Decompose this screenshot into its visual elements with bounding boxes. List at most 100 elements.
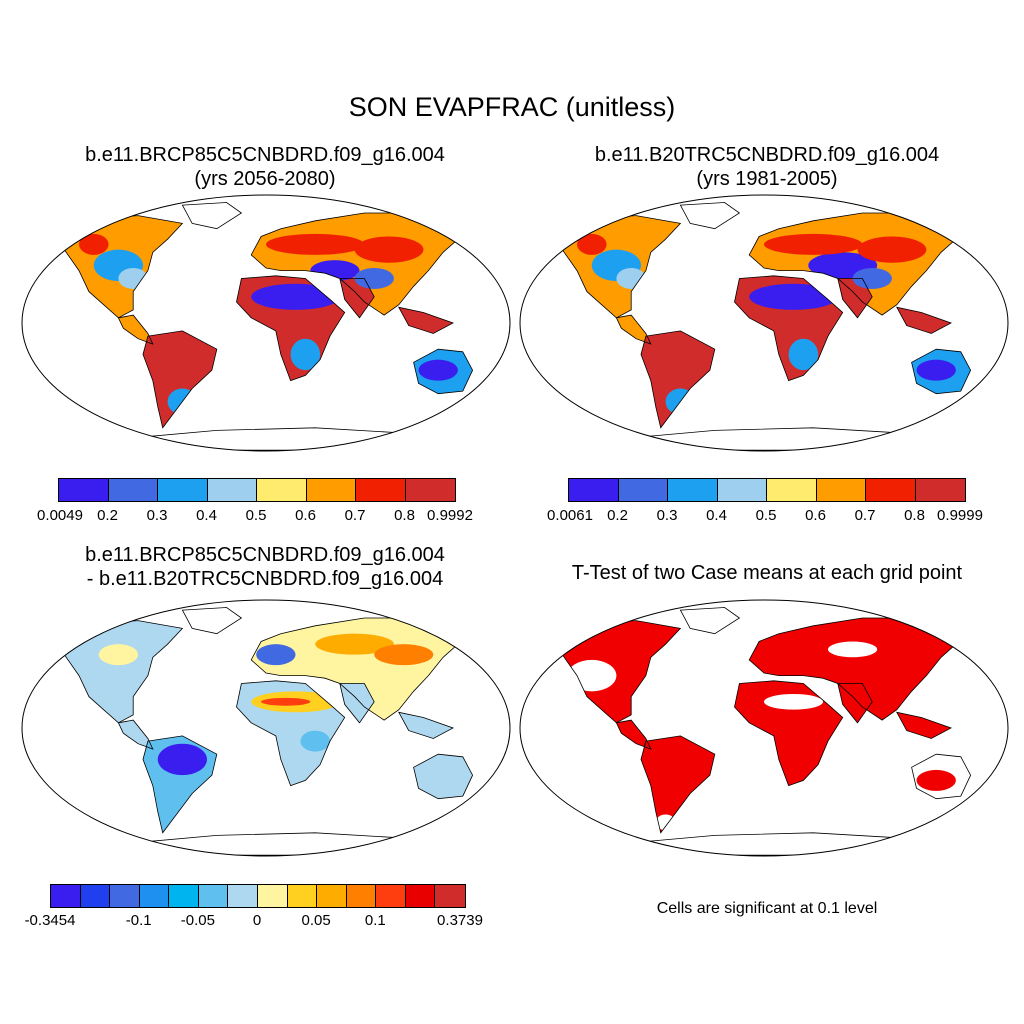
coastline-centralAmerica [615, 314, 652, 345]
coastline-eurasia [748, 212, 977, 316]
land-field-patch [764, 693, 824, 710]
colorbar-label: 0.3 [146, 507, 168, 524]
colorbar-box [618, 479, 668, 501]
land-detail [577, 233, 956, 415]
colorbar-bottom-left [50, 884, 466, 908]
colorbar-label: -0.3454 [24, 912, 76, 929]
colorbar-label: 0.7 [854, 507, 876, 524]
land-field-patch [152, 775, 183, 797]
colorbar-label: 0.8 [394, 507, 415, 524]
colorbar-box [207, 479, 257, 501]
colorbar-box [59, 479, 109, 501]
land-field-patch [788, 338, 819, 371]
map-content [561, 202, 977, 451]
land-field-patch [300, 730, 330, 752]
map-border [519, 194, 1009, 452]
colorbar-label: 0.2 [607, 507, 628, 524]
land-field-patch [827, 641, 878, 658]
colorbar-label: 0.8 [904, 507, 925, 524]
land-field-patch [764, 233, 863, 255]
panel-title-line1: b.e11.B20TRC5CNBDRD.f09_g16.004 [594, 144, 940, 166]
colorbar-label: 0.6 [805, 507, 826, 524]
land-seAsia [896, 307, 951, 334]
colorbar-box [317, 885, 347, 907]
coastline-seAsia [896, 711, 952, 739]
colorbar-box [816, 479, 866, 501]
colorbar-box [866, 479, 916, 501]
land-seAsia [398, 307, 453, 334]
land-field-patch [256, 644, 296, 666]
colorbar-box [717, 479, 767, 501]
map-difference-evapfrac [21, 599, 511, 857]
land-field-patch [118, 267, 148, 289]
coastline-india [339, 683, 375, 724]
colorbar-box [51, 885, 81, 907]
colorbar-label: 0.0049 [37, 507, 83, 524]
coastline-eurasia [748, 617, 977, 721]
coastline-australia [911, 348, 972, 395]
colorbar-box [80, 885, 111, 907]
land-detail [79, 233, 458, 415]
coastline-seAsia [896, 306, 952, 334]
colorbar-label: 0.6 [295, 507, 316, 524]
colorbar-box [376, 885, 406, 907]
land-field-patch [157, 743, 207, 776]
coastline-africa [236, 680, 346, 787]
colorbar-box [257, 885, 288, 907]
coastline-centralAmerica [117, 314, 154, 345]
coastline-centralAmerica [117, 719, 154, 750]
land-field-patch [616, 267, 646, 289]
land-field-patch [315, 633, 394, 655]
coastline-seAsia [398, 306, 454, 334]
coastline-northAmerica [63, 620, 184, 724]
land-field-patch [857, 236, 927, 263]
colorbar-box [198, 885, 229, 907]
land-eurasia [251, 618, 478, 721]
coastline-australia [413, 348, 474, 395]
panel-title-line2: - b.e11.B20TRC5CNBDRD.f09_g16.004 [86, 568, 444, 590]
colorbar-label: 0.5 [245, 507, 267, 524]
colorbar-label: 0.05 [301, 912, 331, 929]
coastline-southAmerica [142, 330, 218, 429]
colorbar-label: 0.5 [755, 507, 777, 524]
colorbar-label: -0.05 [180, 912, 215, 929]
land-india [339, 683, 375, 723]
land-india [339, 278, 375, 318]
colorbar-label: 0.9992 [427, 507, 473, 524]
land-field-patch [261, 697, 311, 706]
colorbar-box [139, 885, 170, 907]
land-southAmerica [143, 330, 217, 428]
land-field-patch [251, 283, 340, 310]
panel-title-line2: (yrs 2056-2080) [194, 168, 336, 190]
coastline-eurasia [250, 212, 479, 316]
land-india [837, 683, 873, 723]
land-centralAmerica [118, 315, 153, 344]
map-content [63, 607, 479, 856]
land-seAsia [398, 712, 453, 739]
land-field-patch [577, 233, 607, 255]
land-field-patch [354, 267, 394, 289]
land-field-patch [79, 233, 109, 255]
coastline-southAmerica [640, 330, 716, 429]
colorbar-label: 0.7 [344, 507, 366, 524]
colorbar-box [405, 885, 436, 907]
coastline-southAmerica [142, 735, 218, 834]
panel-title-line1: b.e11.BRCP85C5CNBDRD.f09_g16.004 [85, 144, 445, 166]
land-northAmerica [562, 620, 681, 723]
panel-title-top-right: b.e11.B20TRC5CNBDRD.f09_g16.004 (yrs 198… [522, 143, 1012, 191]
colorbar-label: 0.4 [706, 507, 727, 524]
land-detail [567, 607, 956, 831]
colorbar-labels-top-right: 0.0061 0.2 0.3 0.4 0.5 0.6 0.7 0.8 0.9999 [547, 507, 983, 527]
panel-title-line2: (yrs 1981-2005) [696, 168, 838, 190]
land-india [837, 278, 873, 318]
colorbar-box [108, 479, 158, 501]
coastline-africa [734, 680, 844, 787]
map-border [519, 599, 1009, 857]
panel-title-bottom-right: T-Test of two Case means at each grid po… [571, 562, 963, 584]
land-centralAmerica [616, 720, 651, 749]
coastline-northAmerica [561, 215, 682, 319]
map-content [561, 607, 977, 856]
coastline-greenland [181, 607, 243, 635]
colorbar-label: 0.3739 [437, 912, 483, 929]
colorbar-label: 0.9999 [937, 507, 983, 524]
